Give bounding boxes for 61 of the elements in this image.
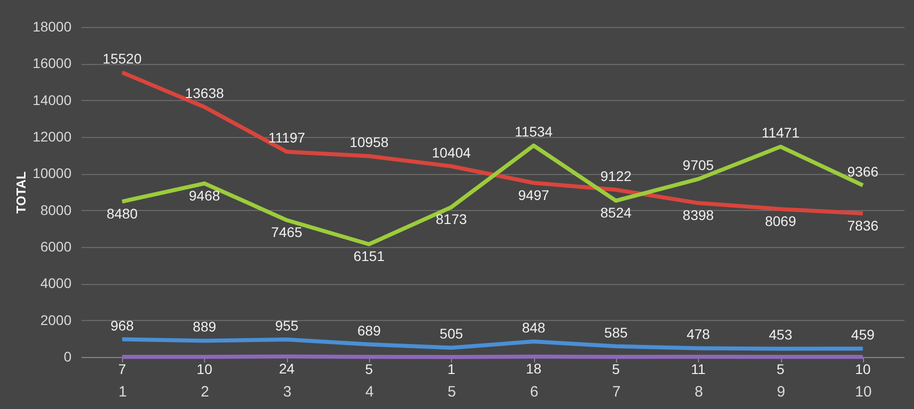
data-label: 13638 — [184, 84, 224, 101]
data-label: 8173 — [436, 211, 468, 228]
y-tick-label: 16000 — [32, 55, 72, 72]
data-label: 5 — [776, 360, 785, 377]
data-label: 11197 — [268, 130, 306, 146]
y-tick-label: 0 — [64, 348, 72, 364]
data-label: 955 — [275, 317, 299, 334]
y-tick-label: 18000 — [32, 18, 72, 34]
data-label: 9366 — [847, 163, 879, 180]
y-tick-label: 12000 — [32, 128, 72, 144]
data-label: 848 — [522, 319, 546, 336]
y-tick-label: 14000 — [32, 92, 72, 108]
data-label: 5 — [365, 360, 374, 377]
data-label: 11534 — [514, 124, 553, 140]
y-tick-label: 10000 — [32, 165, 72, 182]
data-label: 18 — [526, 360, 542, 377]
x-tick-label: 2 — [200, 384, 210, 400]
x-tick-label: 6 — [530, 384, 538, 400]
y-axis-title: TOTAL — [14, 171, 29, 214]
y-tick-label: 2000 — [40, 312, 72, 328]
x-tick-label: 8 — [694, 384, 703, 400]
data-label: 7836 — [847, 217, 879, 234]
x-tick-label: 1 — [118, 384, 127, 400]
data-label: 585 — [604, 324, 628, 340]
x-tick-label: 3 — [283, 384, 292, 400]
data-label: 968 — [110, 317, 134, 334]
data-label: 8524 — [600, 204, 632, 221]
x-tick-label: 7 — [612, 384, 621, 400]
data-label: 24 — [278, 360, 295, 377]
data-label: 11471 — [762, 124, 800, 141]
data-label: 889 — [192, 318, 216, 335]
y-tick-label: 4000 — [40, 275, 72, 292]
data-label: 10 — [855, 360, 871, 377]
data-label: 8480 — [106, 206, 138, 222]
data-label: 7 — [118, 360, 126, 377]
data-label: 459 — [851, 326, 875, 343]
data-label: 15520 — [102, 50, 142, 66]
data-label: 6151 — [353, 248, 385, 264]
x-tick-label: 5 — [448, 384, 456, 400]
data-label: 1 — [447, 360, 456, 377]
data-label: 8069 — [764, 213, 796, 230]
data-label: 9468 — [188, 187, 220, 204]
data-label: 10404 — [432, 144, 472, 160]
data-label: 10958 — [350, 134, 389, 150]
data-label: 689 — [357, 322, 381, 338]
data-label: 8398 — [682, 207, 714, 224]
y-tick-label: 8000 — [40, 202, 72, 218]
data-label: 9497 — [518, 186, 550, 203]
y-tick-label: 6000 — [40, 238, 72, 254]
data-label: 453 — [768, 326, 792, 343]
x-tick-label: 9 — [776, 384, 786, 400]
data-label: 11 — [690, 360, 706, 377]
data-label: 10 — [196, 360, 212, 377]
x-tick-label: 10 — [855, 384, 872, 400]
data-label: 9705 — [682, 157, 714, 174]
data-label: 478 — [686, 326, 710, 342]
data-label: 5 — [612, 360, 620, 377]
x-tick-label: 4 — [365, 384, 374, 400]
data-label: 9122 — [600, 168, 632, 184]
data-label: 7465 — [271, 224, 303, 240]
data-label: 505 — [440, 326, 464, 342]
